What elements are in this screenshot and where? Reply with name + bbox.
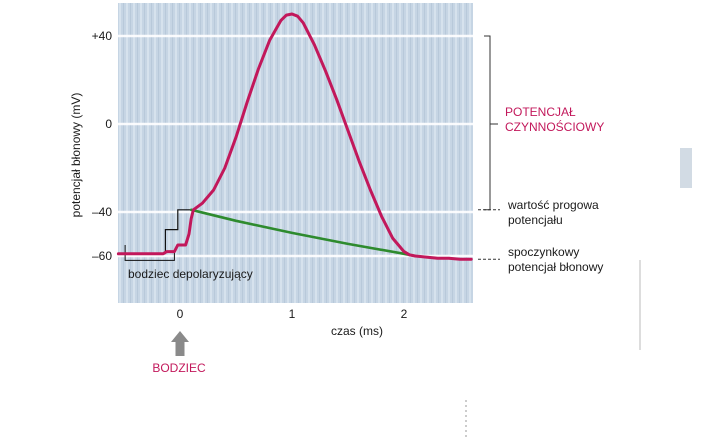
y-tick-label: –60 <box>92 249 112 263</box>
bracket-annotations <box>478 35 500 260</box>
plot-panel <box>118 3 473 303</box>
x-tick-label: 1 <box>289 307 296 321</box>
y-tick-label: 0 <box>105 117 112 131</box>
action-potential-line <box>116 12 473 261</box>
x-axis-label: czas (ms) <box>331 324 383 338</box>
stimulus-step-line <box>164 209 192 254</box>
stimulus-arrow-label: BODZIEC <box>152 361 206 375</box>
x-tick-label: 0 <box>177 307 184 321</box>
threshold-annotation: wartość progowa potencjału <box>507 198 599 227</box>
y-tick-label: +40 <box>92 29 113 43</box>
action-potential-annotation: POTENCJAŁ CZYNNOŚCIOWY <box>505 105 604 134</box>
x-tick-labels: 0 1 2 <box>177 307 408 321</box>
stimulus-arrow <box>171 331 189 356</box>
y-tick-labels: +40 0 –40 –60 <box>92 29 113 263</box>
action-potential-bracket <box>484 35 491 211</box>
scan-artifact-3 <box>680 148 692 188</box>
y-tick-label: –40 <box>92 205 112 219</box>
annotations: POTENCJAŁ CZYNNOŚCIOWY wartość progowa pote… <box>128 105 604 375</box>
y-axis-label: potencjał błonowy (mV) <box>69 93 83 218</box>
x-tick-label: 2 <box>401 307 408 321</box>
stimulus-step-annotation: bodziec depolaryzujący <box>128 267 253 281</box>
resting-annotation: spoczynkowy potencjał błonowy <box>508 245 603 274</box>
series-layer <box>116 12 473 261</box>
up-arrow-icon <box>171 331 189 356</box>
